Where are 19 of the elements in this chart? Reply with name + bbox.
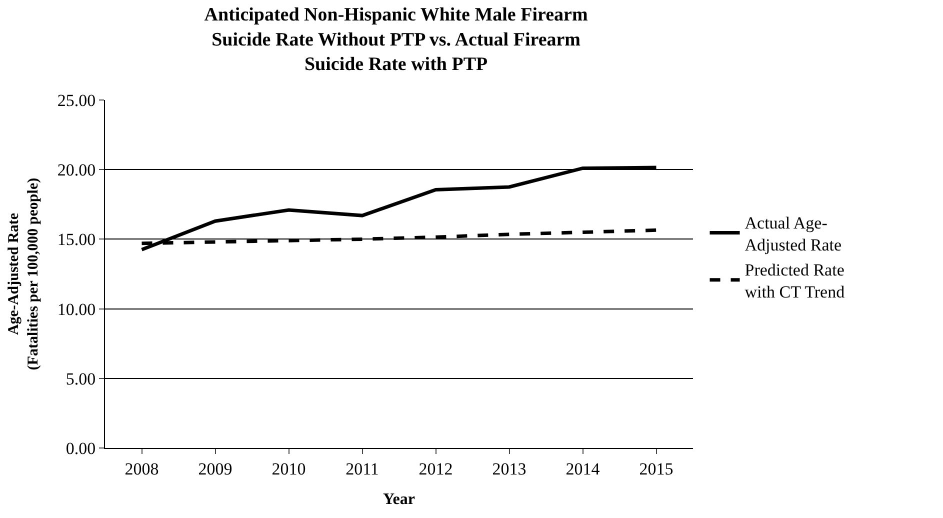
y-tick-label: 20.00 — [57, 160, 96, 180]
x-tick-label: 2012 — [418, 459, 453, 478]
chart-title: Anticipated Non-Hispanic White Male Firearm Suicide Rate Without PTP vs. Actual Firearm Suicide Rate with PTP — [204, 4, 588, 76]
y-tick-label: 5.00 — [66, 369, 96, 388]
y-tick-label: 0.00 — [66, 438, 96, 458]
x-tick-label: 2008 — [124, 459, 159, 478]
y-tick-label: 15.00 — [57, 230, 96, 250]
x-tick-label: 2014 — [566, 459, 600, 478]
y-tick-label: 10.00 — [57, 300, 96, 319]
x-axis-title: Year — [383, 491, 415, 508]
x-tick-label: 2013 — [492, 459, 526, 478]
legend-label: Predicted Rate with CT Trend — [744, 260, 846, 302]
y-tick-label: 25.00 — [57, 90, 96, 110]
x-tick-label: 2015 — [639, 459, 674, 478]
x-tick-label: 2010 — [272, 459, 306, 478]
legend-label: Actual Age-Adjusted Rate — [744, 213, 842, 254]
y-axis-title: Age-Adjusted Rate (Fatalities per 100,000 people) — [6, 178, 42, 370]
x-tick-label: 2009 — [198, 459, 232, 478]
x-tick-label: 2011 — [346, 459, 379, 478]
